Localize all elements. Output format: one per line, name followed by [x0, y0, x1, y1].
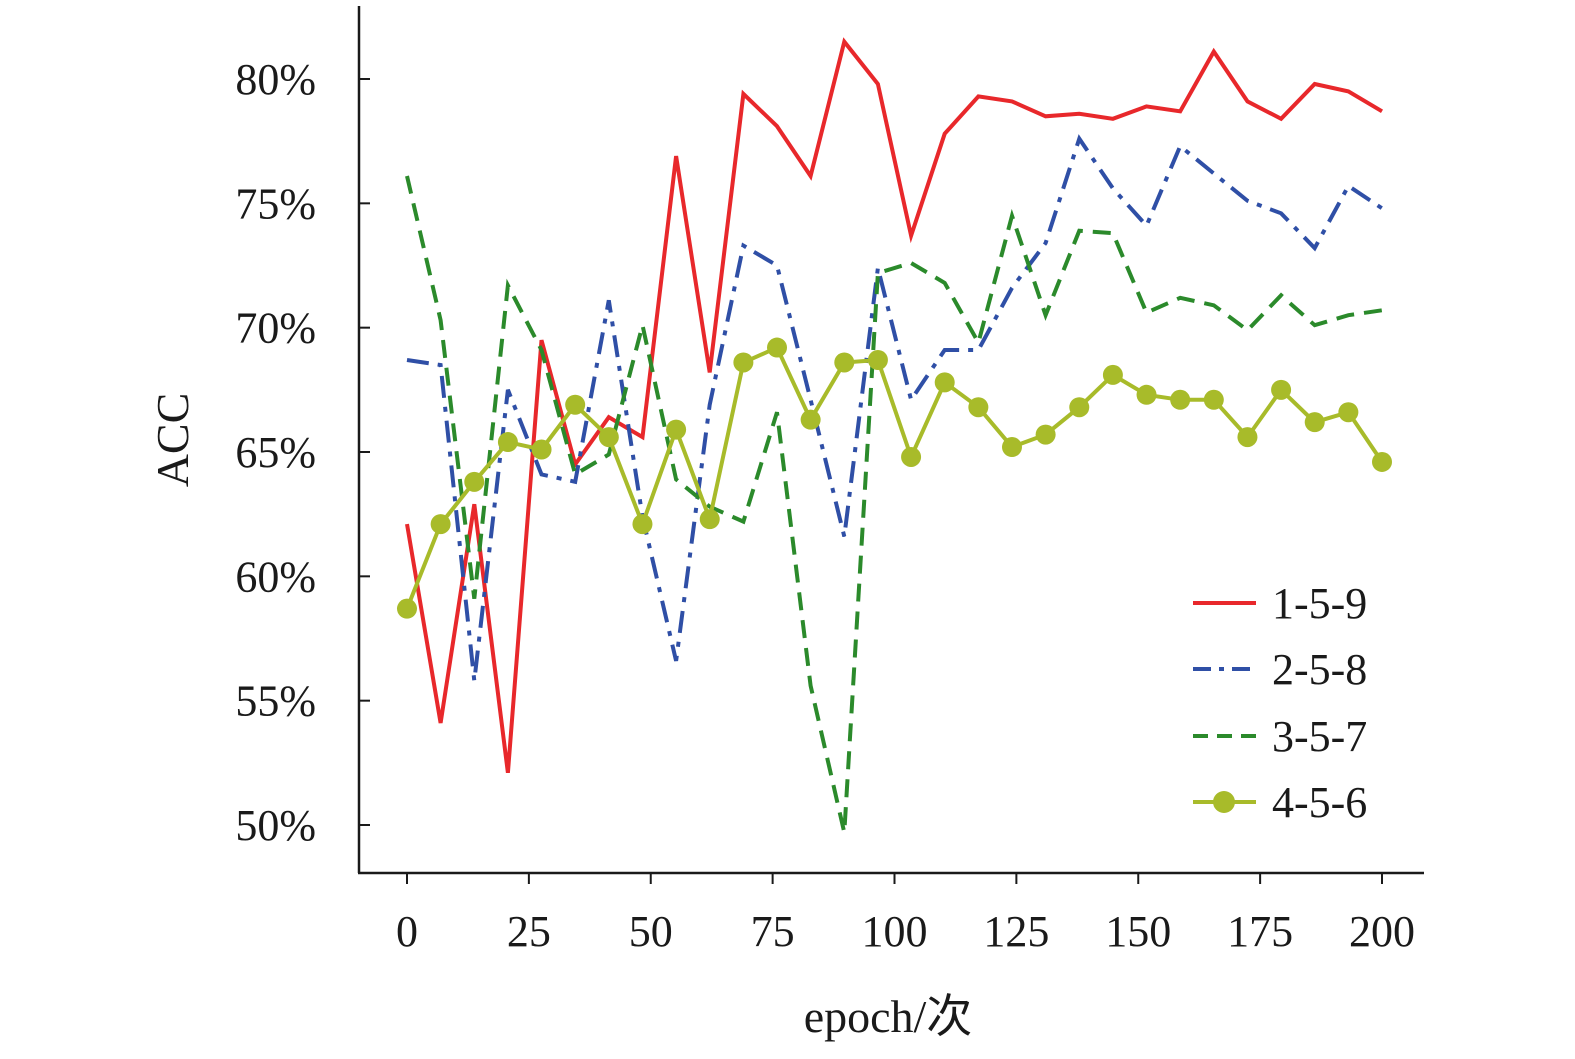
plot-series	[397, 37, 1392, 833]
y-axis-title: ACC	[147, 393, 198, 488]
data-point-4-5-6	[497, 432, 518, 453]
data-point-4-5-6	[1372, 451, 1392, 472]
series-line-2-5-8	[406, 134, 1384, 682]
x-tick-label: 25	[507, 907, 551, 956]
x-tick-label: 75	[751, 907, 795, 956]
legend-label: 4-5-6	[1272, 778, 1367, 827]
data-point-4-5-6	[968, 397, 989, 418]
x-axis-title: epoch/次	[804, 991, 973, 1042]
x-tick-label: 0	[396, 907, 418, 956]
y-tick-label: 55%	[235, 677, 316, 726]
data-point-4-5-6	[464, 471, 485, 492]
data-point-4-5-6	[1271, 379, 1292, 400]
data-point-4-5-6	[834, 352, 855, 373]
data-point-4-5-6	[1338, 402, 1359, 423]
y-ticks: 50% 55% 60% 65% 70% 75% 80%	[235, 55, 370, 850]
series-line-3-5-7	[405, 175, 1383, 833]
legend: 1-5-9 2-5-8 3-5-7 4-5-6	[1193, 579, 1367, 827]
data-point-4-5-6	[1170, 389, 1191, 410]
data-point-4-5-6	[934, 372, 955, 393]
x-tick-label: 125	[983, 907, 1049, 956]
data-point-4-5-6	[598, 427, 619, 448]
x-tick-label: 175	[1227, 907, 1293, 956]
data-point-4-5-6	[1035, 424, 1056, 445]
data-point-4-5-6	[531, 439, 552, 460]
x-tick-label: 50	[629, 907, 673, 956]
y-tick-label: 75%	[235, 179, 316, 228]
legend-label: 2-5-8	[1272, 645, 1367, 694]
y-tick-label: 70%	[235, 304, 316, 353]
data-point-4-5-6	[1001, 437, 1022, 458]
data-point-4-5-6	[1069, 397, 1090, 418]
data-point-4-5-6	[767, 337, 788, 358]
x-tick-label: 150	[1105, 907, 1171, 956]
legend-label: 3-5-7	[1272, 712, 1367, 761]
data-point-4-5-6	[1203, 389, 1224, 410]
x-ticks: 0 25 50 75 100 125 150 175 200	[396, 873, 1415, 956]
data-point-4-5-6	[632, 514, 653, 535]
data-point-4-5-6	[800, 409, 821, 430]
legend-label: 1-5-9	[1272, 579, 1367, 628]
data-point-4-5-6	[666, 419, 687, 440]
y-tick-label: 80%	[235, 55, 316, 104]
data-point-4-5-6	[1237, 427, 1258, 448]
y-tick-label: 50%	[235, 801, 316, 850]
data-point-4-5-6	[430, 514, 451, 535]
data-point-4-5-6	[565, 394, 586, 415]
data-point-4-5-6	[1102, 364, 1123, 385]
data-point-4-5-6	[397, 598, 417, 619]
y-tick-label: 65%	[235, 428, 316, 477]
data-point-4-5-6	[733, 352, 754, 373]
x-tick-label: 200	[1349, 907, 1415, 956]
legend-marker-4-5-6	[1213, 791, 1235, 813]
y-tick-label: 60%	[235, 552, 316, 601]
data-point-4-5-6	[1136, 384, 1157, 405]
series-line-1-5-9	[405, 37, 1384, 774]
axes	[357, 6, 1424, 875]
x-tick-label: 100	[862, 907, 928, 956]
data-point-4-5-6	[901, 446, 922, 467]
data-point-4-5-6	[1304, 412, 1325, 433]
data-point-4-5-6	[867, 349, 888, 370]
data-point-4-5-6	[699, 509, 720, 530]
